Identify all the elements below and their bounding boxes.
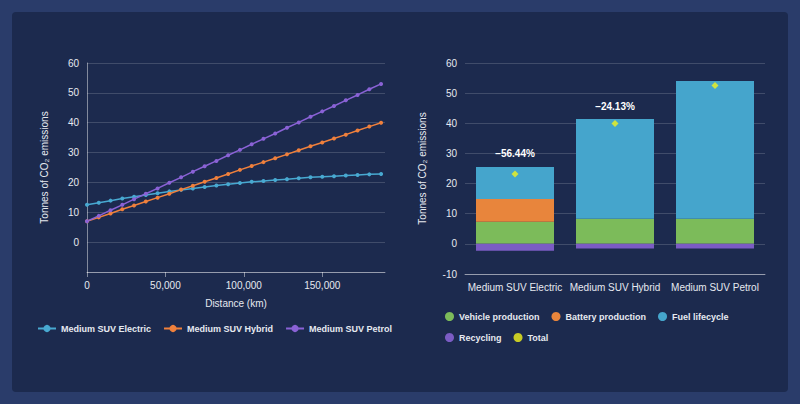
svg-text:Fuel lifecycle: Fuel lifecycle: [672, 312, 729, 322]
svg-text:0: 0: [73, 237, 79, 248]
svg-text:50: 50: [68, 87, 80, 98]
svg-text:Battery production: Battery production: [566, 312, 647, 322]
svg-text:Distance (km): Distance (km): [205, 298, 267, 309]
svg-text:60: 60: [446, 58, 458, 69]
svg-text:Medium SUV Petrol: Medium SUV Petrol: [671, 282, 759, 293]
svg-text:30: 30: [446, 148, 458, 159]
svg-text:Medium SUV Electric: Medium SUV Electric: [468, 282, 562, 293]
svg-text:Vehicle production: Vehicle production: [459, 312, 540, 322]
svg-text:Recycling: Recycling: [459, 333, 502, 343]
svg-text:−24.13%: −24.13%: [595, 101, 635, 112]
svg-text:30: 30: [68, 147, 80, 158]
svg-text:40: 40: [446, 118, 458, 129]
svg-text:Medium SUV Electric: Medium SUV Electric: [61, 324, 151, 334]
svg-text:40: 40: [68, 117, 80, 128]
svg-text:Tonnes of CO₂ emissions: Tonnes of CO₂ emissions: [417, 112, 428, 224]
svg-text:Medium SUV Hybrid: Medium SUV Hybrid: [570, 282, 661, 293]
svg-text:10: 10: [446, 208, 458, 219]
svg-text:0: 0: [451, 238, 457, 249]
svg-text:20: 20: [446, 178, 458, 189]
svg-text:Medium SUV Hybrid: Medium SUV Hybrid: [187, 324, 273, 334]
svg-text:50: 50: [446, 88, 458, 99]
svg-text:Total: Total: [528, 333, 549, 343]
svg-text:Medium SUV Petrol: Medium SUV Petrol: [309, 324, 392, 334]
svg-text:20: 20: [68, 177, 80, 188]
svg-text:Tonnes of CO₂ emissions: Tonnes of CO₂ emissions: [39, 111, 50, 223]
svg-text:10: 10: [68, 207, 80, 218]
svg-text:150,000: 150,000: [304, 280, 341, 291]
svg-text:0: 0: [84, 280, 90, 291]
svg-text:50,000: 50,000: [150, 280, 181, 291]
svg-text:100,000: 100,000: [226, 280, 263, 291]
svg-text:60: 60: [68, 58, 80, 69]
svg-text:-10: -10: [443, 269, 458, 280]
svg-text:−56.44%: −56.44%: [495, 148, 535, 159]
